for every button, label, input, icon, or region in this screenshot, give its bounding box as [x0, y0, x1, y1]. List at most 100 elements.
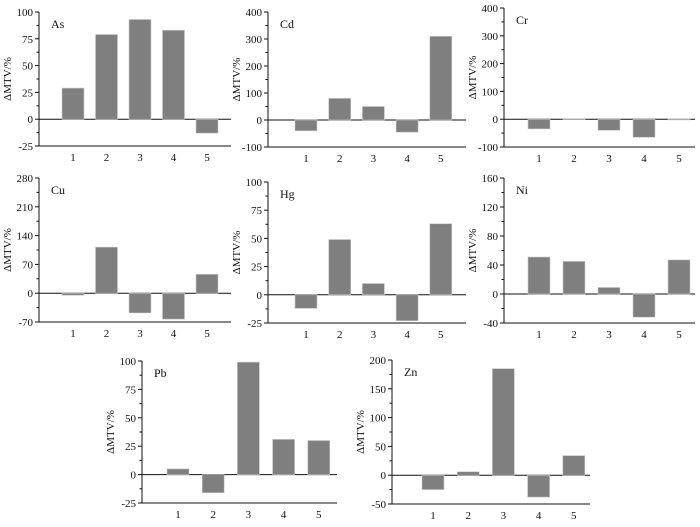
y-tick-label: 0 — [28, 288, 34, 300]
x-tick-label: 3 — [137, 152, 143, 164]
y-tick-label: 100 — [482, 86, 499, 98]
bar-hg-3 — [362, 283, 385, 296]
bar-zn-1 — [421, 474, 445, 490]
panel-zn: -50 0 50 100 150 200 1 2 3 4 5 Zn ΔMTV/% — [355, 355, 590, 522]
x-tick-label: 2 — [337, 153, 343, 165]
y-axis-label: ΔMTV/% — [231, 231, 243, 275]
bar-cd-3 — [362, 106, 385, 121]
x-tick-label: 1 — [175, 509, 181, 521]
panel-pb: -25 0 25 50 75 100 1 2 3 4 5 Pb ΔMTV/% — [105, 356, 337, 521]
x-tick-label: 1 — [303, 153, 309, 165]
x-tick-label: 1 — [430, 510, 436, 522]
x-tick-label: 3 — [606, 153, 612, 165]
x-tick-label: 5 — [676, 153, 682, 165]
y-tick-label: 0 — [493, 289, 499, 301]
y-axis-label: ΔMTV/% — [467, 56, 479, 100]
bar-cr-3 — [597, 118, 621, 131]
x-tick-label: 4 — [641, 153, 647, 165]
y-axis-label: ΔMTV/% — [355, 410, 367, 454]
x-tick-label: 3 — [606, 329, 612, 341]
bar-pb-4 — [272, 439, 295, 475]
y-tick-label: 40 — [487, 260, 499, 272]
y-tick-label: -25 — [121, 498, 136, 510]
x-tick-label: 2 — [337, 329, 343, 341]
y-tick-label: 140 — [17, 231, 34, 243]
y-axis-label: ΔMTV/% — [231, 58, 243, 102]
bar-as-5 — [195, 118, 219, 134]
bar-ni-4 — [632, 293, 656, 318]
bar-pb-2 — [201, 474, 225, 494]
y-tick-label: 0 — [28, 114, 34, 126]
bar-zn-2 — [456, 471, 480, 476]
x-tick-label: 4 — [404, 153, 410, 165]
x-tick-label: 5 — [438, 329, 444, 341]
panel-ni: -40 0 40 80 120 160 1 2 3 4 5 Ni ΔMTV/% — [467, 173, 695, 341]
bar-cd-1 — [294, 119, 318, 132]
y-tick-label: 400 — [246, 7, 263, 19]
y-tick-label: 200 — [482, 59, 499, 71]
y-tick-label: 0 — [257, 290, 263, 302]
panel-as: -25 0 25 50 75 100 1 2 3 4 5 As ΔMTV/% — [2, 7, 231, 164]
panel-title: As — [51, 17, 65, 31]
bar-cd-4 — [395, 119, 419, 133]
x-tick-label: 1 — [303, 329, 309, 341]
panel-title: Cd — [280, 17, 294, 31]
y-tick-label: 50 — [125, 413, 137, 425]
x-tick-label: 2 — [571, 153, 577, 165]
bar-as-4 — [162, 29, 185, 120]
y-tick-label: 100 — [17, 7, 34, 19]
x-tick-label: 5 — [204, 152, 210, 164]
y-tick-label: 160 — [482, 173, 499, 185]
x-tick-label: 2 — [210, 509, 216, 521]
panel-title: Cu — [51, 183, 65, 197]
panel-title: Zn — [404, 365, 417, 379]
y-tick-label: 0 — [257, 115, 263, 127]
x-tick-label: 3 — [371, 329, 377, 341]
bar-cu-3 — [128, 292, 152, 314]
bar-ni-1 — [527, 256, 551, 295]
y-tick-label: 75 — [125, 384, 137, 396]
y-tick-label: -40 — [483, 318, 498, 330]
bar-pb-1 — [166, 468, 190, 475]
y-tick-label: 50 — [251, 233, 263, 245]
panel-title: Ni — [516, 183, 529, 197]
y-tick-label: 0 — [131, 470, 137, 482]
y-tick-label: 280 — [17, 173, 34, 185]
x-tick-label: 5 — [571, 510, 577, 522]
x-tick-label: 4 — [404, 329, 410, 341]
bar-ni-5 — [667, 259, 691, 295]
y-tick-label: 100 — [246, 177, 263, 189]
y-tick-label: -25 — [18, 141, 33, 153]
bar-hg-2 — [328, 239, 352, 296]
y-tick-label: 200 — [246, 61, 263, 73]
y-tick-label: 0 — [381, 470, 387, 482]
y-tick-label: 25 — [22, 87, 34, 99]
y-tick-label: 200 — [370, 355, 387, 367]
x-tick-label: 4 — [171, 152, 177, 164]
y-tick-label: 100 — [246, 88, 263, 100]
y-axis-label: ΔMTV/% — [2, 57, 14, 101]
x-tick-label: 4 — [171, 328, 177, 340]
bar-cu-5 — [195, 273, 219, 294]
bar-cd-2 — [328, 98, 352, 121]
x-tick-label: 1 — [536, 329, 542, 341]
y-tick-label: 70 — [22, 259, 34, 271]
bar-ni-3 — [597, 287, 621, 295]
y-tick-label: 50 — [375, 441, 387, 453]
y-tick-label: 210 — [17, 202, 34, 214]
y-tick-label: 300 — [482, 31, 499, 43]
bar-pb-3 — [237, 361, 260, 475]
bar-cu-4 — [162, 292, 185, 320]
x-tick-label: 3 — [501, 510, 507, 522]
y-tick-label: 75 — [251, 205, 263, 217]
x-tick-label: 3 — [371, 153, 377, 165]
y-tick-label: 300 — [246, 34, 263, 46]
bar-hg-1 — [294, 294, 318, 309]
panel-cd: -100 0 100 200 300 400 1 2 3 4 5 Cd ΔMTV/% — [231, 7, 466, 165]
x-tick-label: 1 — [70, 328, 76, 340]
panel-title: Hg — [280, 187, 295, 201]
bar-zn-4 — [527, 474, 550, 498]
y-tick-label: 120 — [482, 202, 499, 214]
y-axis-label: ΔMTV/% — [2, 228, 14, 272]
